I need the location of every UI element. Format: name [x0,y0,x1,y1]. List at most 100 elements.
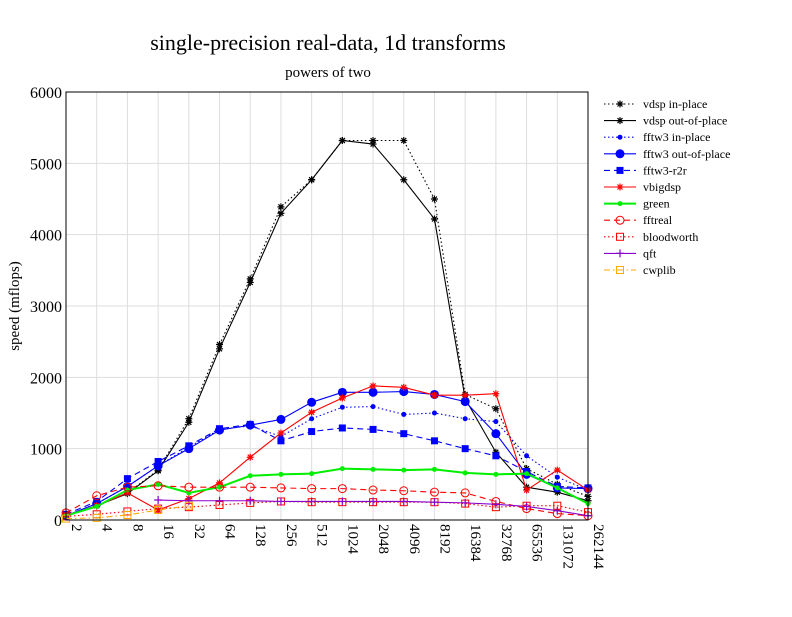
legend-marker [616,232,624,241]
legend-marker [616,117,624,125]
y-tick-label: 1000 [30,442,62,459]
data-point [493,419,499,425]
x-tick-label: 16384 [467,524,483,562]
x-tick-label: 32768 [498,524,514,562]
data-point [307,484,317,494]
series-line [65,485,589,517]
series-line [65,423,589,515]
legend-item-vbigdsp: vbigdsp [604,180,681,194]
legend-label: qft [643,246,657,260]
legend-item-fftw3-r2r: fftw3-r2r [604,163,687,177]
data-point [460,488,470,498]
data-point [153,481,163,491]
data-point [246,275,254,283]
data-point [276,497,285,506]
data-point [247,473,253,479]
data-point [399,497,408,506]
x-tick-label: 1024 [344,524,360,555]
series-fftw3-r2r [62,420,592,518]
data-point [460,397,470,407]
series-cwplib [62,501,193,523]
legend-marker [615,215,625,225]
data-point [554,485,560,491]
legend-item-vdsp-out-of-place: vdsp out-of-place [604,114,727,128]
data-point [185,442,193,450]
series-green [63,466,591,519]
legend-item-fftw3-in-place: fftw3 in-place [604,130,710,144]
data-point [339,466,345,472]
data-point [246,453,254,461]
x-tick-label: 4096 [406,524,422,555]
data-point [493,471,499,477]
data-point [369,382,377,390]
x-tick-label: 131072 [559,524,575,569]
data-point [430,215,438,223]
data-point [368,485,378,495]
data-point [429,487,439,497]
data-point [308,408,316,416]
data-point [154,506,162,514]
data-point [308,428,316,436]
data-point [522,502,531,511]
y-tick-label: 5000 [30,156,62,173]
data-point [338,497,347,506]
data-point [553,506,562,515]
data-point [123,475,131,483]
x-tick-label: 256 [283,524,299,547]
data-point [185,415,193,423]
data-point [246,496,255,505]
legend-marker [615,149,625,159]
data-point [461,445,469,453]
data-point [123,489,131,497]
data-point [92,513,101,522]
data-point [124,487,130,493]
series-vdsp-out-of-place [62,137,592,520]
data-point [215,482,225,492]
legend-item-bloodworth: bloodworth [604,230,698,244]
x-tick-label: 8192 [436,524,452,554]
data-point [154,496,163,505]
legend-item-vdsp-in-place: vdsp in-place [604,97,707,111]
data-point [337,484,347,494]
series-line [65,391,589,517]
data-point [462,470,468,476]
data-point [370,404,376,410]
chart-subtitle: powers of two [285,65,371,81]
y-axis-label: speed (mflops) [7,261,23,351]
data-point [307,397,317,407]
data-point [431,410,437,416]
data-point [309,416,315,422]
data-point [277,209,285,217]
legend-marker [616,266,624,274]
series-vdsp-in-place [62,137,592,520]
y-tick-label: 4000 [30,228,62,245]
data-point [92,491,102,501]
series-line [65,139,589,517]
x-tick-label: 8 [129,524,145,532]
y-tick-label: 6000 [30,85,62,102]
data-point [277,429,285,437]
x-tick-label: 32 [191,524,207,539]
series-line [65,139,589,517]
data-point [430,498,439,507]
data-point [553,466,561,474]
data-point [369,137,377,145]
data-point [276,414,286,424]
legend-item-fftreal: fftreal [604,213,673,227]
data-point [337,387,347,397]
data-point [492,405,500,413]
legend-label: bloodworth [643,230,698,244]
data-point [154,506,163,515]
data-point [338,137,346,145]
data-point [123,511,132,520]
data-point [554,474,560,480]
data-point [461,391,469,399]
x-tick-label: 2 [68,524,84,532]
data-point [309,471,315,477]
data-point [401,411,407,417]
data-point [155,481,161,487]
series-vbigdsp [62,382,592,520]
x-tick-label: 16 [160,524,176,540]
data-point [368,387,378,397]
x-tick-label: 2048 [375,524,391,554]
